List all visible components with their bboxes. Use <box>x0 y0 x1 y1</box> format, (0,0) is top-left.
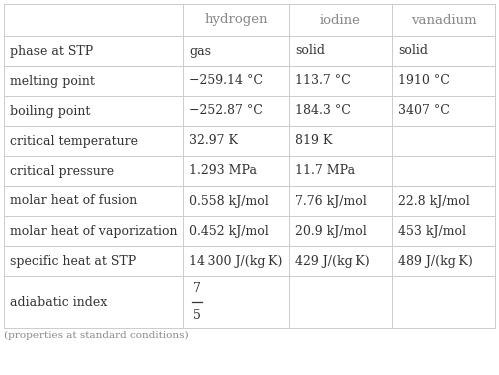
Text: 184.3 °C: 184.3 °C <box>295 105 351 117</box>
Text: molar heat of vaporization: molar heat of vaporization <box>10 225 178 237</box>
Text: 11.7 MPa: 11.7 MPa <box>295 165 355 177</box>
Text: solid: solid <box>398 45 428 57</box>
Text: 1.293 MPa: 1.293 MPa <box>189 165 257 177</box>
Text: phase at STP: phase at STP <box>10 45 93 57</box>
Text: (properties at standard conditions): (properties at standard conditions) <box>4 331 189 340</box>
Text: −259.14 °C: −259.14 °C <box>189 75 263 87</box>
Text: solid: solid <box>295 45 325 57</box>
Text: 429 J/(kg K): 429 J/(kg K) <box>295 255 369 267</box>
Text: 7: 7 <box>193 282 201 295</box>
Text: 7.76 kJ/mol: 7.76 kJ/mol <box>295 195 367 207</box>
Text: −252.87 °C: −252.87 °C <box>189 105 263 117</box>
Text: 22.8 kJ/mol: 22.8 kJ/mol <box>398 195 470 207</box>
Text: vanadium: vanadium <box>411 13 476 27</box>
Text: 0.558 kJ/mol: 0.558 kJ/mol <box>189 195 269 207</box>
Text: 489 J/(kg K): 489 J/(kg K) <box>398 255 473 267</box>
Text: 3407 °C: 3407 °C <box>398 105 450 117</box>
Text: iodine: iodine <box>320 13 361 27</box>
Text: 14 300 J/(kg K): 14 300 J/(kg K) <box>189 255 282 267</box>
Text: specific heat at STP: specific heat at STP <box>10 255 136 267</box>
Text: 20.9 kJ/mol: 20.9 kJ/mol <box>295 225 367 237</box>
Text: melting point: melting point <box>10 75 95 87</box>
Text: 5: 5 <box>193 309 201 322</box>
Text: hydrogen: hydrogen <box>204 13 268 27</box>
Text: 1910 °C: 1910 °C <box>398 75 450 87</box>
Text: 32.97 K: 32.97 K <box>189 135 238 147</box>
Text: 453 kJ/mol: 453 kJ/mol <box>398 225 466 237</box>
Text: molar heat of fusion: molar heat of fusion <box>10 195 137 207</box>
Text: gas: gas <box>189 45 211 57</box>
Text: boiling point: boiling point <box>10 105 90 117</box>
Text: 0.452 kJ/mol: 0.452 kJ/mol <box>189 225 269 237</box>
Text: adiabatic index: adiabatic index <box>10 296 107 309</box>
Text: critical temperature: critical temperature <box>10 135 138 147</box>
Text: critical pressure: critical pressure <box>10 165 114 177</box>
Text: 819 K: 819 K <box>295 135 332 147</box>
Text: 113.7 °C: 113.7 °C <box>295 75 350 87</box>
